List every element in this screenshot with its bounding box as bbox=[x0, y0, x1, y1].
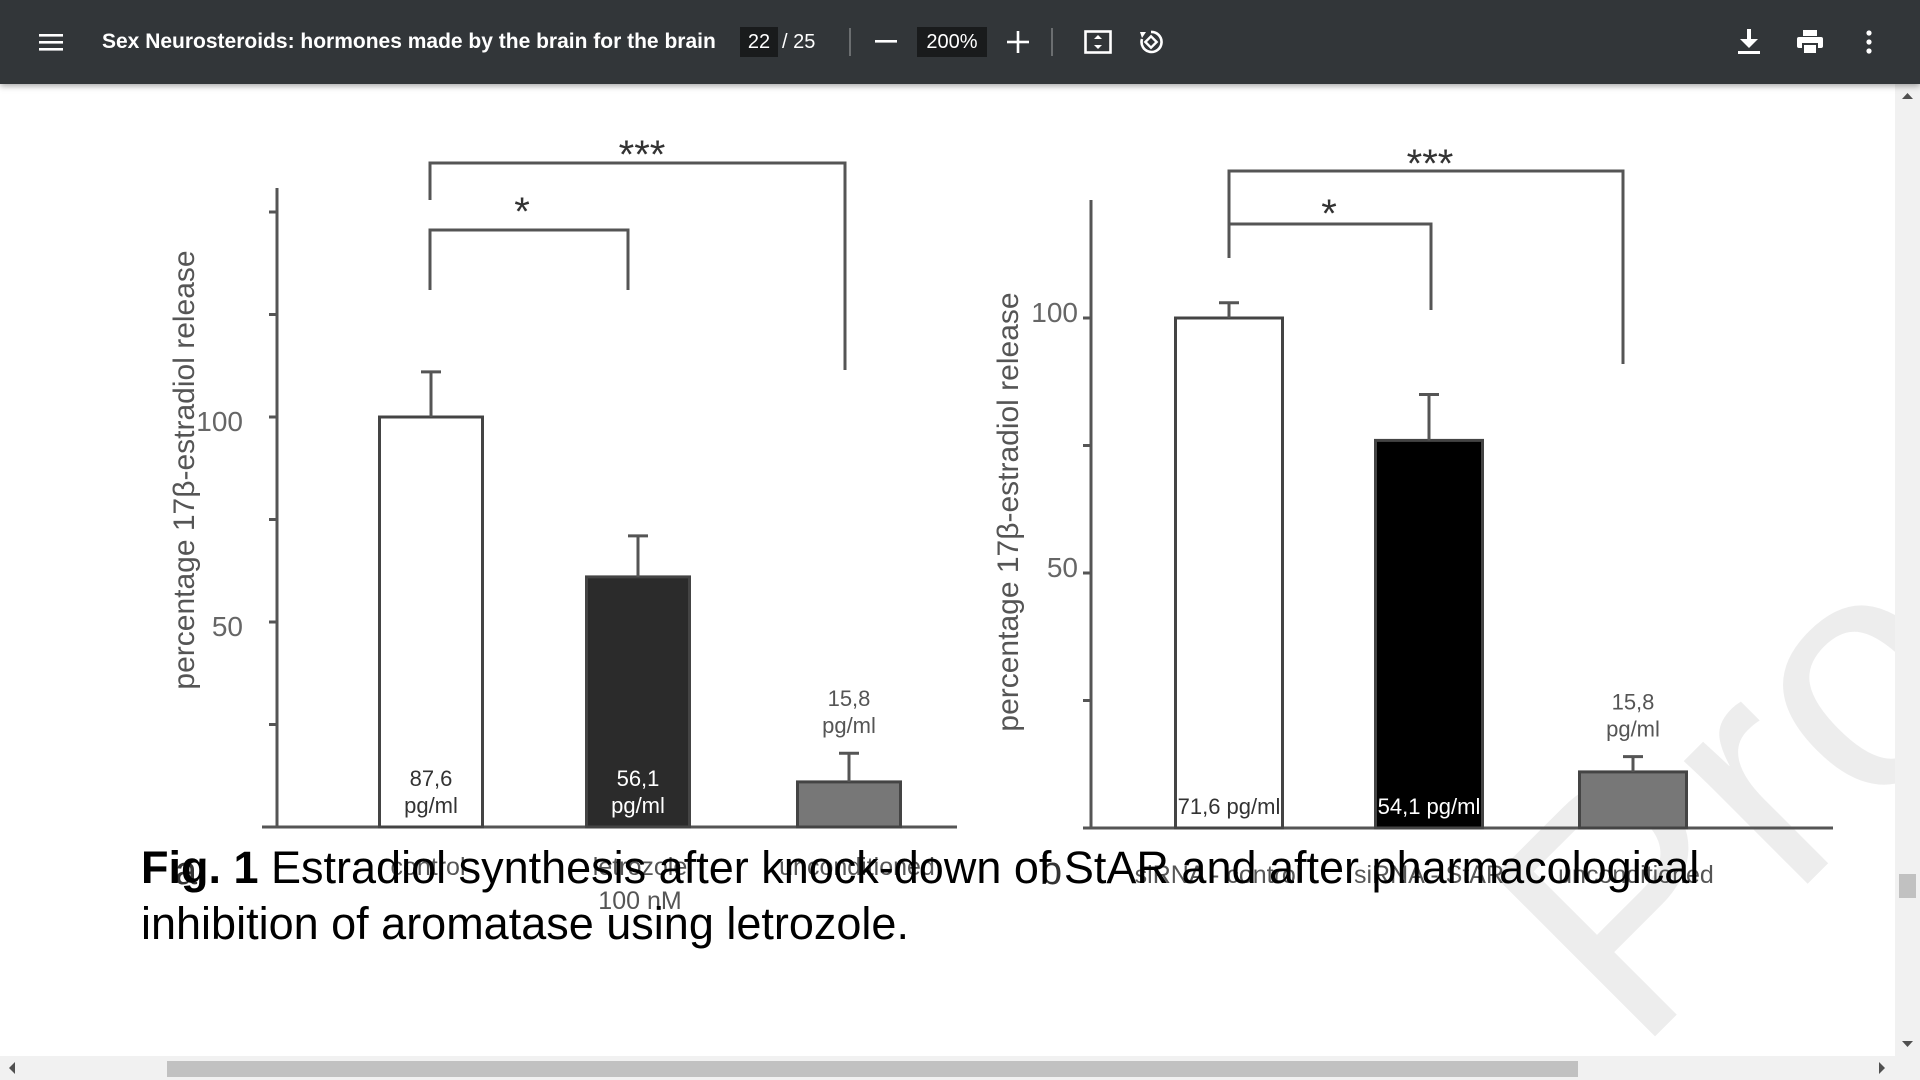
panel-b: 100 50 percentage 17β-estradiol release … bbox=[992, 142, 1833, 893]
significance-marker-inner: * bbox=[514, 190, 530, 234]
download-icon[interactable] bbox=[1732, 24, 1766, 60]
bar-data-label: 15,8 bbox=[1612, 690, 1655, 715]
significance-marker-outer: *** bbox=[1407, 142, 1454, 186]
significance-bracket-inner bbox=[1227, 222, 1433, 310]
figure-caption: Fig. 1 Estradiol synthesis after knock-d… bbox=[141, 840, 1861, 952]
bar-data-label: 15,8 bbox=[828, 686, 871, 711]
scroll-left-arrow-icon[interactable] bbox=[9, 1062, 15, 1074]
category-label: unconditioned bbox=[779, 853, 935, 881]
print-icon[interactable] bbox=[1792, 24, 1828, 60]
pdf-page-viewport: Proof 100 50 percentage 17β-estradiol re… bbox=[0, 84, 1895, 1056]
bar bbox=[1374, 438, 1484, 830]
scroll-right-arrow-icon[interactable] bbox=[1879, 1062, 1885, 1074]
menu-icon[interactable] bbox=[34, 26, 68, 58]
page-total: / 25 bbox=[782, 31, 816, 53]
toolbar-divider bbox=[849, 28, 851, 56]
significance-marker-outer: *** bbox=[619, 133, 666, 177]
horizontal-scroll-thumb[interactable] bbox=[167, 1061, 1578, 1077]
zoom-level-input[interactable]: 200% bbox=[917, 27, 987, 57]
more-vert-icon[interactable] bbox=[1854, 24, 1884, 60]
zoom-out-icon[interactable] bbox=[870, 26, 902, 58]
scroll-up-arrow-icon[interactable] bbox=[1902, 93, 1913, 99]
zoom-in-icon[interactable] bbox=[1002, 26, 1034, 58]
significance-bracket-outer bbox=[428, 161, 847, 370]
y-tick-label-50: 50 bbox=[1047, 552, 1078, 583]
category-label: letrozole bbox=[593, 853, 688, 881]
pdf-toolbar: Sex Neurosteroids: hormones made by the … bbox=[0, 0, 1920, 84]
y-tick-label-50: 50 bbox=[212, 611, 243, 642]
category-label: unconditioned bbox=[1558, 861, 1714, 889]
figure-caption-text: Estradiol synthesis after knock-down of … bbox=[141, 842, 1700, 949]
y-axis-label: percentage 17β-estradiol release bbox=[168, 250, 201, 689]
bar-data-label: pg/ml bbox=[1606, 717, 1660, 742]
vertical-scroll-thumb[interactable] bbox=[1899, 874, 1916, 898]
page-number-input[interactable]: 22 bbox=[740, 27, 778, 57]
document-title: Sex Neurosteroids: hormones made by the … bbox=[102, 30, 716, 53]
significance-bracket-inner bbox=[428, 228, 630, 290]
category-label: siRNA - StAR bbox=[1354, 861, 1504, 889]
horizontal-scrollbar[interactable] bbox=[0, 1056, 1920, 1080]
panel-letter: b bbox=[1040, 849, 1062, 893]
panel-a: 100 50 percentage 17β-estradiol release … bbox=[168, 133, 957, 915]
figure-caption-label: Fig. 1 bbox=[141, 842, 259, 893]
bar bbox=[1578, 770, 1688, 830]
bar bbox=[796, 780, 902, 829]
scroll-down-arrow-icon[interactable] bbox=[1902, 1041, 1913, 1047]
rotate-icon[interactable] bbox=[1133, 24, 1169, 60]
panel-letter: a bbox=[175, 849, 198, 893]
significance-marker-inner: * bbox=[1321, 192, 1337, 236]
bar bbox=[1174, 316, 1284, 830]
bar-data-label: pg/ml bbox=[611, 793, 665, 818]
bar-data-label: pg/ml bbox=[404, 793, 458, 818]
bar-data-label: 54,1 pg/ml bbox=[1378, 794, 1481, 819]
category-label: 100 nM bbox=[598, 887, 681, 915]
fit-page-icon[interactable] bbox=[1080, 26, 1116, 58]
y-tick-label-100: 100 bbox=[196, 406, 243, 437]
y-tick-label-100: 100 bbox=[1031, 297, 1078, 328]
bar-data-label: pg/ml bbox=[822, 713, 876, 738]
toolbar-divider bbox=[1051, 28, 1053, 56]
category-label: siRNA - control bbox=[1135, 861, 1302, 889]
vertical-scrollbar[interactable] bbox=[1895, 84, 1920, 1056]
bar-data-label: 71,6 pg/ml bbox=[1178, 794, 1281, 819]
bar-data-label: 87,6 bbox=[410, 766, 453, 791]
bar bbox=[585, 575, 691, 829]
figure-1: Proof 100 50 percentage 17β-estradiol re… bbox=[168, 133, 1895, 1056]
y-axis-label: percentage 17β-estradiol release bbox=[992, 292, 1025, 731]
significance-bracket-outer bbox=[1227, 169, 1625, 364]
category-label: control bbox=[390, 853, 465, 881]
bar-data-label: 56,1 bbox=[617, 766, 660, 791]
